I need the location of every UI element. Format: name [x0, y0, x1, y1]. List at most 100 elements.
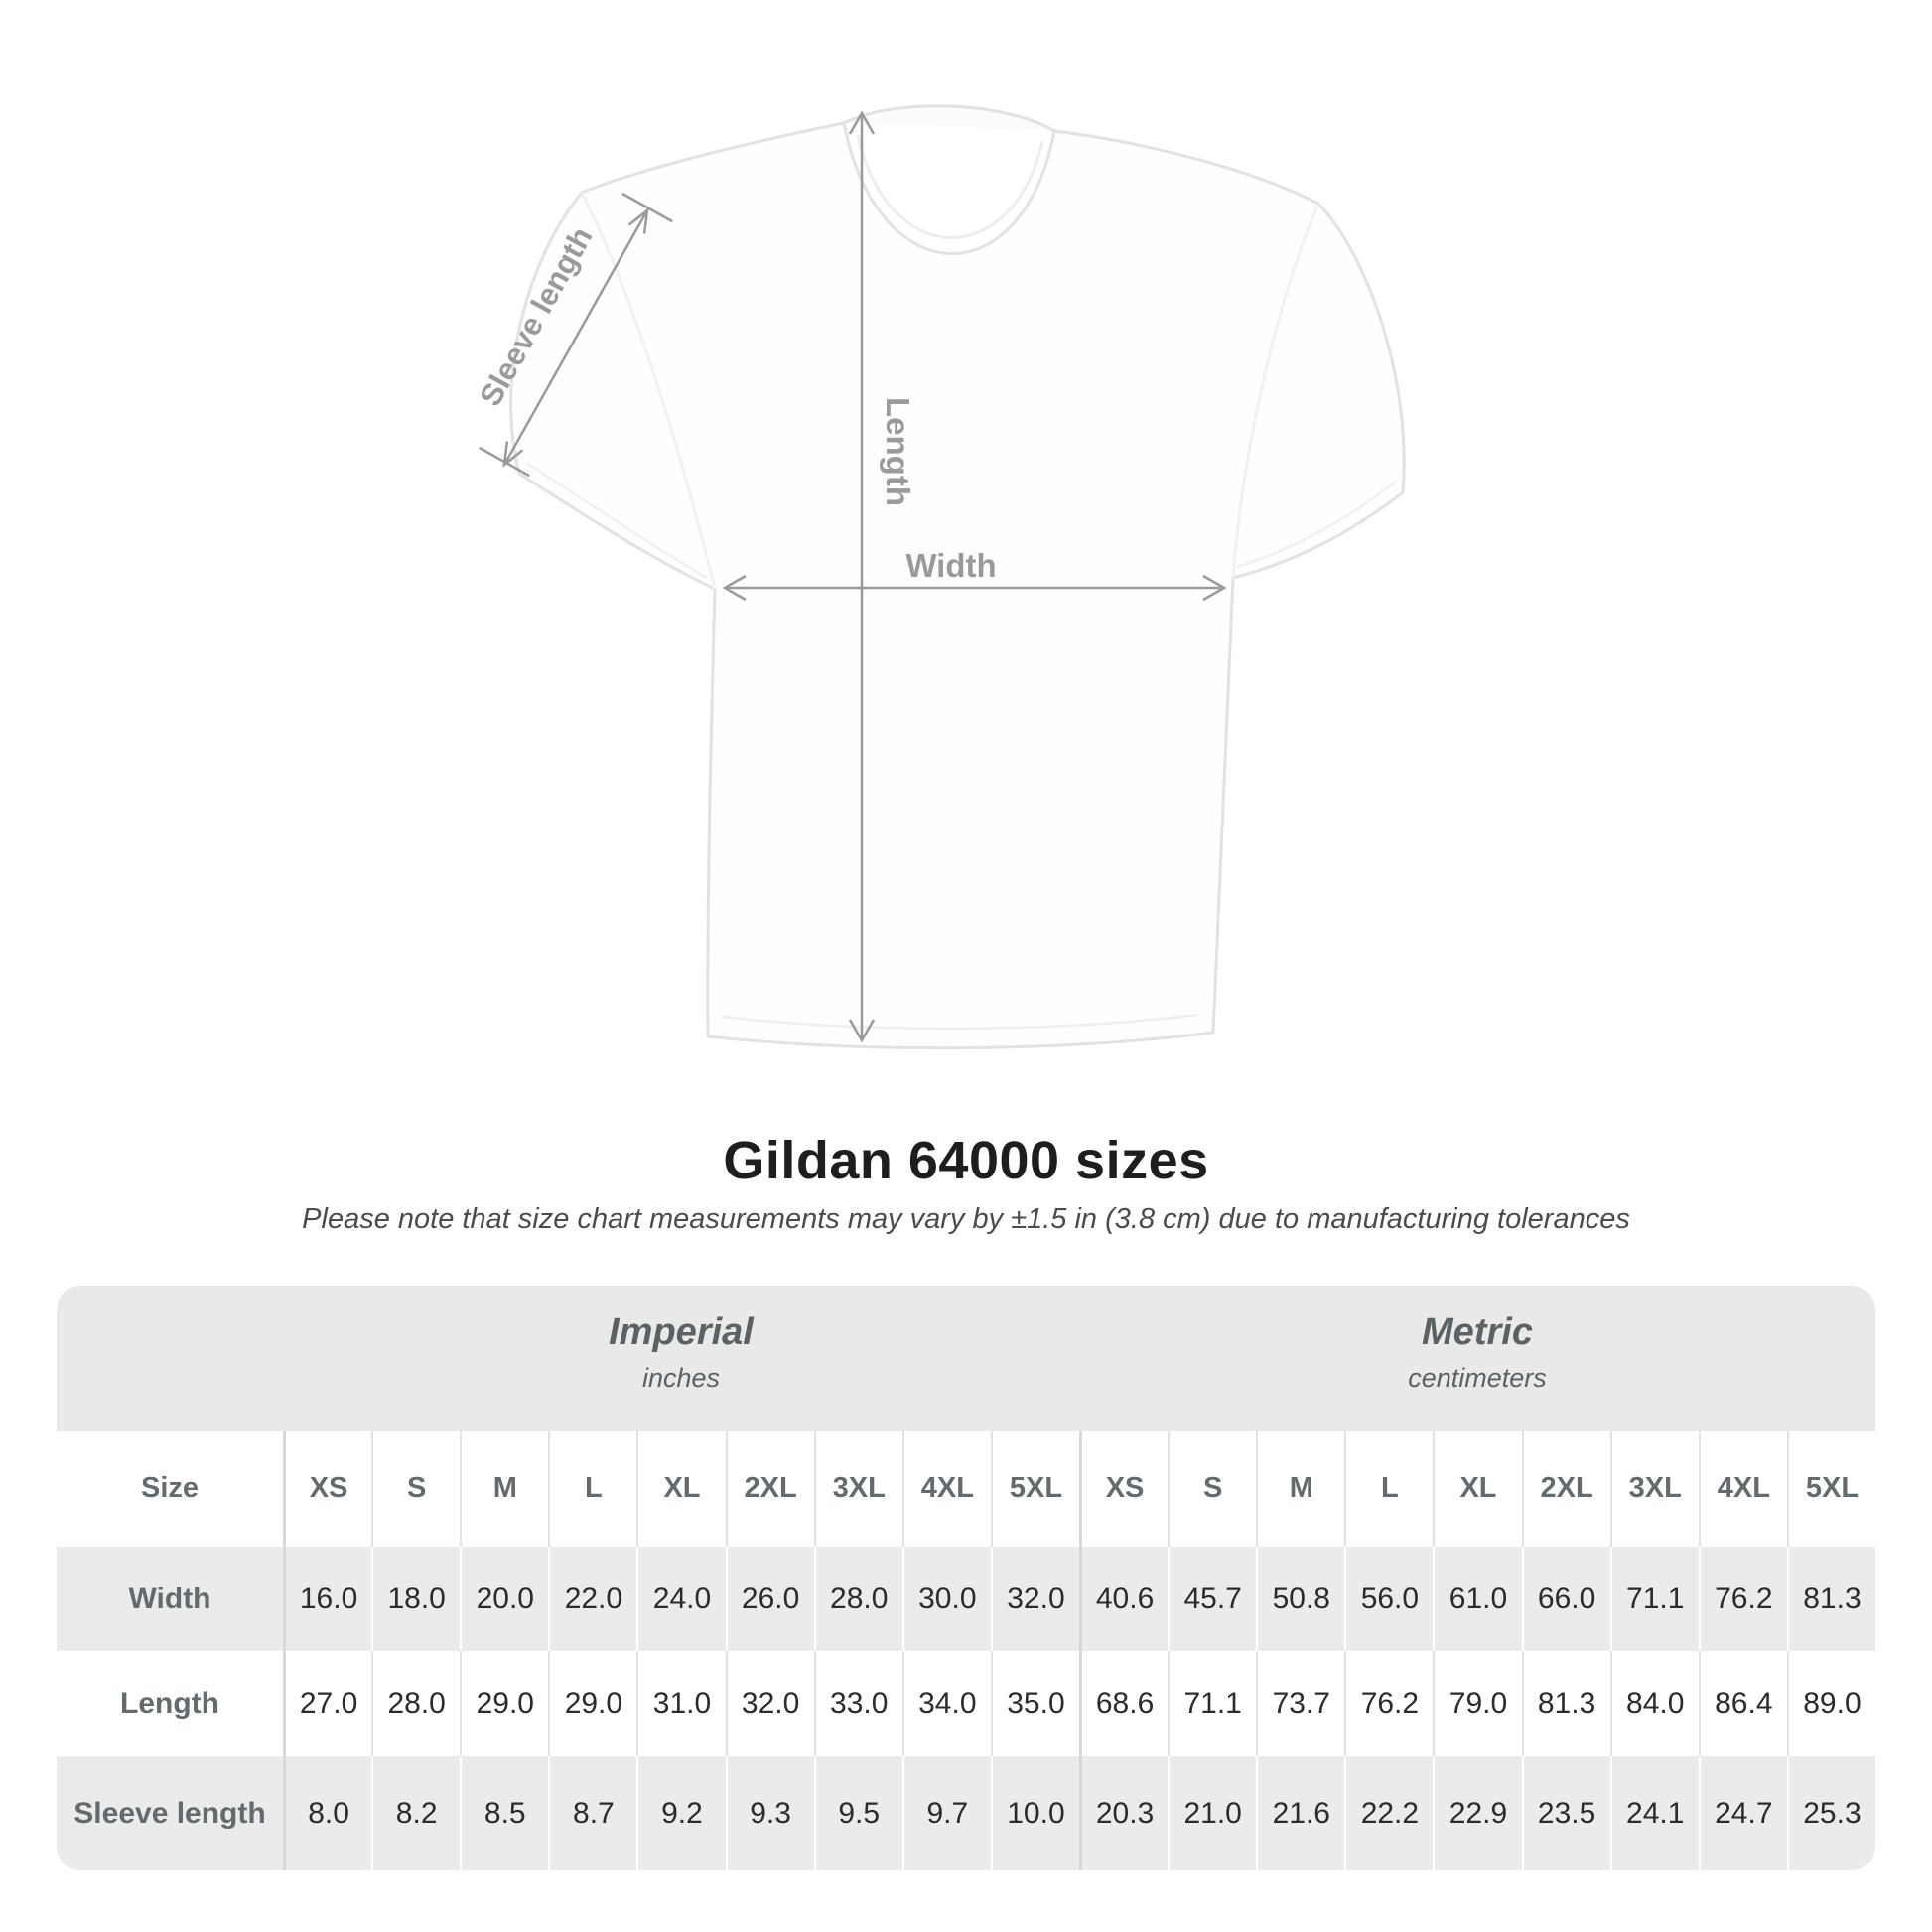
measurement-row-length-cell: 84.0: [1609, 1651, 1699, 1756]
measurement-row-length-cell: 89.0: [1786, 1651, 1875, 1756]
tshirt-diagram: Length Width Sleeve length: [473, 104, 1406, 1050]
measurement-row-width-cell: 81.3: [1786, 1547, 1875, 1651]
sleeve-length-arrow: [479, 192, 673, 478]
measurement-row-sleeve-length-cell: 9.5: [813, 1756, 902, 1870]
measurement-row-length-cell: 86.4: [1698, 1651, 1787, 1756]
size-header-row: Size XS S M L XL 2XL 3XL 4XL 5XL XS S M L XL 2XL 3XL 4XL 5…: [57, 1431, 1875, 1547]
measurement-row-width-cell: 45.7: [1168, 1547, 1256, 1651]
measurement-row-sleeve-length-cell: 9.7: [901, 1756, 991, 1870]
measurement-row-length-cell: 76.2: [1344, 1651, 1433, 1756]
size-header-row-cell: XS: [283, 1431, 371, 1547]
size-header-row-cell: 4XL: [901, 1431, 991, 1547]
measurement-row-sleeve-length-cell: 8.0: [283, 1756, 371, 1870]
measurement-row-length-cell: 29.0: [548, 1651, 636, 1756]
measurement-row-width-cell: 71.1: [1609, 1547, 1699, 1651]
size-header-row-cell: L: [548, 1431, 636, 1547]
length-arrow: [848, 110, 876, 1043]
measurement-row-width-cell: 16.0: [283, 1547, 371, 1651]
measurement-row-length-cell: 79.0: [1433, 1651, 1521, 1756]
measurement-row-sleeve-length-cell: 23.5: [1521, 1756, 1610, 1870]
size-header-row-cell: 5XL: [990, 1431, 1079, 1547]
size-header-row-cell: M: [1256, 1431, 1344, 1547]
measurement-row-length-cell: 71.1: [1168, 1651, 1256, 1756]
size-header-row-cell: 2XL: [1521, 1431, 1610, 1547]
measurement-row-length-cell: 34.0: [901, 1651, 991, 1756]
measurement-row-sleeve-length-cell: 22.9: [1433, 1756, 1521, 1870]
measurement-row-length-cell: 33.0: [813, 1651, 902, 1756]
page-title: Gildan 64000 sizes: [723, 1131, 1209, 1190]
size-header-row-cell: 4XL: [1698, 1431, 1787, 1547]
metric-header: Metric centimeters: [1079, 1286, 1875, 1431]
measurement-row-width-cell: 18.0: [371, 1547, 460, 1651]
measurement-row-length-cell: 68.6: [1079, 1651, 1168, 1756]
imperial-unit: inches: [641, 1363, 721, 1393]
size-header-row-cell: XS: [1079, 1431, 1168, 1547]
measurement-row-sleeve-length-label: Sleeve length: [73, 1796, 266, 1830]
measurement-row-length-cell: 29.0: [460, 1651, 548, 1756]
size-header-row-cell: XL: [1433, 1431, 1521, 1547]
measurement-row-sleeve-length-cell: 9.3: [725, 1756, 814, 1870]
table-rows: Size XS S M L XL 2XL 3XL 4XL 5XL XS S M L XL 2XL 3XL 4XL 5…: [57, 1431, 1875, 1870]
measurement-row-sleeve-length-cell: 24.7: [1698, 1756, 1787, 1870]
measurement-row-width-cell: 30.0: [901, 1547, 991, 1651]
measurement-row-length-cell: 27.0: [283, 1651, 371, 1756]
measurement-row-width-cell: 61.0: [1433, 1547, 1521, 1651]
imperial-title: Imperial: [609, 1311, 754, 1353]
measurement-row-length-cell: 31.0: [636, 1651, 725, 1756]
size-header-row-label: Size: [140, 1472, 200, 1504]
measurement-row-width-cell: 50.8: [1256, 1547, 1344, 1651]
measurement-row-length-cell: 32.0: [725, 1651, 814, 1756]
imperial-header: Imperial inches: [283, 1286, 1079, 1431]
tshirt-graphic: [509, 104, 1406, 1050]
measurement-row-width-cell: 26.0: [725, 1547, 814, 1651]
size-header-row-cell: L: [1344, 1431, 1433, 1547]
size-header-row-cell: XL: [636, 1431, 725, 1547]
measurement-row-sleeve-length-cell: 10.0: [990, 1756, 1079, 1870]
metric-unit: centimeters: [1408, 1363, 1547, 1393]
header-band-spacer: [57, 1286, 283, 1431]
measurement-row-width-cell: 20.0: [460, 1547, 548, 1651]
measurement-row-sleeve-length-cell: 8.5: [460, 1756, 548, 1870]
measurement-row-sleeve-length-cell: 21.6: [1256, 1756, 1344, 1870]
width-label: Width: [905, 547, 996, 584]
measurement-row-sleeve-length-cell: 8.7: [548, 1756, 636, 1870]
measurement-row-sleeve-length-cell: 21.0: [1168, 1756, 1256, 1870]
measurement-row-width: Width 16.0 18.0 20.0 22.0 24.0 26.0 28.0 30.0 32.…: [57, 1547, 1875, 1651]
size-header-row-cell: 5XL: [1786, 1431, 1875, 1547]
measurement-row-sleeve-length-cell: 24.1: [1609, 1756, 1699, 1870]
measurement-row-width-cell: 66.0: [1521, 1547, 1610, 1651]
size-header-row-cell: S: [1168, 1431, 1256, 1547]
table-header-band: Imperial inches Metric centimeters: [57, 1286, 1875, 1431]
measurement-row-width-cell: 32.0: [990, 1547, 1079, 1651]
measurement-row-sleeve-length: Sleeve length 8.0 8.2 8.5 8.7 9.2 9.3 9.5 9.7 10.…: [57, 1756, 1875, 1870]
size-header-row-cell: 2XL: [725, 1431, 814, 1547]
measurement-row-width-cell: 56.0: [1344, 1547, 1433, 1651]
width-arrow: [722, 574, 1227, 602]
measurement-row-sleeve-length-cell: 20.3: [1079, 1756, 1168, 1870]
size-header-row-cell: M: [460, 1431, 548, 1547]
measurement-row-length-cell: 28.0: [371, 1651, 460, 1756]
measurement-row-sleeve-length-cell: 22.2: [1344, 1756, 1433, 1870]
measurement-row-width-cell: 22.0: [548, 1547, 636, 1651]
size-table: Imperial inches Metric centimeters Size X…: [57, 1286, 1875, 1870]
measurement-row-width-cell: 28.0: [813, 1547, 902, 1651]
measurement-row-width-cell: 24.0: [636, 1547, 725, 1651]
measurement-row-length-label: Length: [120, 1687, 219, 1720]
measurement-row-length-cell: 81.3: [1521, 1651, 1610, 1756]
measurement-row-width-label: Width: [128, 1582, 211, 1615]
size-header-row-cell: S: [371, 1431, 460, 1547]
metric-title: Metric: [1422, 1311, 1533, 1353]
size-header-row-cell: 3XL: [1609, 1431, 1699, 1547]
measurement-row-length-cell: 73.7: [1256, 1651, 1344, 1756]
measurement-row-width-cell: 40.6: [1079, 1547, 1168, 1651]
page-subtitle: Please note that size chart measurements…: [302, 1203, 1630, 1235]
measurement-row-width-cell: 76.2: [1698, 1547, 1787, 1651]
length-label: Length: [880, 397, 916, 506]
measurement-row-sleeve-length-cell: 25.3: [1786, 1756, 1875, 1870]
measurement-row-length: Length 27.0 28.0 29.0 29.0 31.0 32.0 33.0 34.0 35…: [57, 1651, 1875, 1756]
measurement-row-sleeve-length-cell: 9.2: [636, 1756, 725, 1870]
size-header-row-cell: 3XL: [813, 1431, 902, 1547]
measurement-row-length-cell: 35.0: [990, 1651, 1079, 1756]
measurement-row-sleeve-length-cell: 8.2: [371, 1756, 460, 1870]
